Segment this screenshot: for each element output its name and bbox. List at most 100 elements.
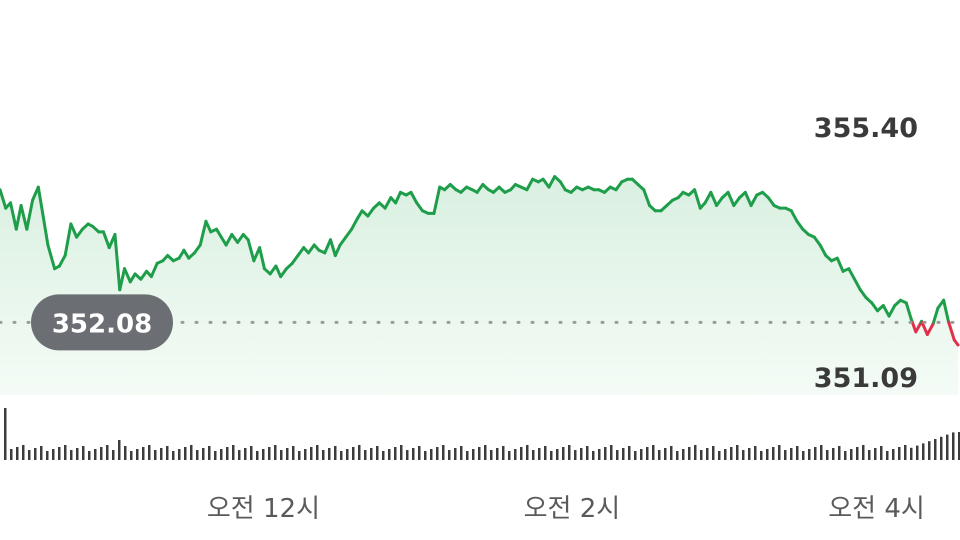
volume-bar bbox=[436, 447, 439, 460]
volume-bar bbox=[256, 451, 259, 460]
reference-price-label: 352.08 bbox=[52, 309, 152, 339]
volume-bar bbox=[292, 446, 295, 460]
volume-bar bbox=[754, 446, 757, 460]
volume-bar bbox=[64, 445, 67, 460]
volume-bar bbox=[760, 451, 763, 460]
volume-bar bbox=[796, 446, 799, 460]
volume-bar bbox=[880, 446, 883, 460]
volume-bar bbox=[886, 451, 889, 460]
volume-bar bbox=[316, 445, 319, 460]
volume-bar bbox=[310, 447, 313, 460]
volume-bar bbox=[82, 446, 85, 460]
volume-bar bbox=[910, 448, 913, 460]
volume-bar bbox=[472, 449, 475, 460]
volume-bar bbox=[826, 450, 829, 460]
volume-bar bbox=[466, 451, 469, 460]
volume-bar bbox=[808, 449, 811, 460]
volume-bar bbox=[724, 449, 727, 460]
volume-bar bbox=[712, 446, 715, 460]
volume-bar bbox=[166, 446, 169, 460]
volume-bar bbox=[772, 447, 775, 460]
volume-bar bbox=[388, 449, 391, 460]
volume-bar bbox=[370, 448, 373, 460]
volume-bar bbox=[520, 447, 523, 460]
volume-bar bbox=[58, 447, 61, 460]
volume-bar bbox=[622, 448, 625, 460]
volume-bar bbox=[862, 445, 865, 460]
volume-bar bbox=[424, 451, 427, 460]
volume-bar bbox=[748, 448, 751, 460]
volume-bar bbox=[142, 447, 145, 460]
volume-bar bbox=[10, 449, 13, 460]
volume-bar bbox=[442, 445, 445, 460]
volume-bar bbox=[634, 451, 637, 460]
volume-bar bbox=[706, 448, 709, 460]
volume-bar bbox=[562, 447, 565, 460]
volume-bar bbox=[946, 435, 949, 460]
volume-bar bbox=[208, 446, 211, 460]
volume-bar bbox=[526, 445, 529, 460]
volume-bar bbox=[766, 449, 769, 460]
volume-bar bbox=[28, 450, 31, 460]
volume-bar bbox=[502, 446, 505, 460]
volume-bar bbox=[382, 451, 385, 460]
volume-bar bbox=[478, 447, 481, 460]
volume-bar bbox=[40, 446, 43, 460]
volume-bar bbox=[496, 448, 499, 460]
volume-bar bbox=[628, 446, 631, 460]
volume-bar bbox=[802, 451, 805, 460]
volume-bar bbox=[100, 447, 103, 460]
volume-bar bbox=[94, 449, 97, 460]
volume-bar bbox=[280, 450, 283, 460]
volume-bar bbox=[322, 450, 325, 460]
volume-bar bbox=[346, 449, 349, 460]
volume-bar bbox=[34, 448, 37, 460]
volume-bar bbox=[454, 448, 457, 460]
volume-bar bbox=[616, 450, 619, 460]
volume-bar bbox=[88, 451, 91, 460]
volume-bar bbox=[358, 445, 361, 460]
volume-bar bbox=[352, 447, 355, 460]
volume-bar bbox=[814, 447, 817, 460]
volume-bar bbox=[376, 446, 379, 460]
volume-bar bbox=[508, 451, 511, 460]
volume-bar bbox=[556, 449, 559, 460]
volume-bar bbox=[394, 447, 397, 460]
volume-bar bbox=[688, 447, 691, 460]
volume-bar bbox=[742, 450, 745, 460]
volume-bar bbox=[586, 446, 589, 460]
volume-bar bbox=[610, 445, 613, 460]
volume-bar bbox=[538, 448, 541, 460]
x-tick-label: 오전 2시 bbox=[524, 494, 621, 524]
volume-bar bbox=[448, 450, 451, 460]
volume-bar bbox=[226, 447, 229, 460]
volume-bar bbox=[232, 445, 235, 460]
volume-bar bbox=[106, 445, 109, 460]
x-tick-label: 오전 4시 bbox=[828, 494, 925, 524]
volume-bar bbox=[574, 450, 577, 460]
volume-bar bbox=[70, 450, 73, 460]
volume-bar bbox=[730, 447, 733, 460]
volume-bar bbox=[112, 450, 115, 460]
volume-bar bbox=[4, 408, 7, 460]
high-price-label: 355.40 bbox=[814, 113, 918, 144]
volume-bar bbox=[784, 450, 787, 460]
volume-bar bbox=[400, 445, 403, 460]
volume-bar bbox=[184, 447, 187, 460]
volume-bars-layer bbox=[4, 408, 960, 460]
volume-bar bbox=[664, 448, 667, 460]
volume-bar bbox=[934, 439, 937, 460]
volume-bar bbox=[244, 448, 247, 460]
volume-bar bbox=[646, 447, 649, 460]
volume-bar bbox=[340, 451, 343, 460]
volume-bar bbox=[118, 440, 121, 460]
volume-bar bbox=[202, 448, 205, 460]
volume-bar bbox=[904, 445, 907, 460]
volume-bar bbox=[778, 445, 781, 460]
volume-bar bbox=[274, 445, 277, 460]
volume-bar bbox=[52, 449, 55, 460]
volume-bar bbox=[868, 450, 871, 460]
volume-bar bbox=[916, 446, 919, 460]
volume-bar bbox=[640, 449, 643, 460]
